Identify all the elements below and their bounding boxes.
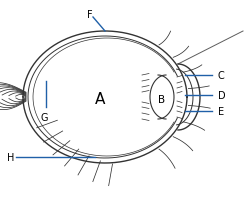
Text: D: D xyxy=(218,90,226,101)
Text: H: H xyxy=(7,152,15,162)
Text: C: C xyxy=(218,71,225,81)
Text: F: F xyxy=(87,10,93,20)
Text: B: B xyxy=(158,95,166,104)
Text: E: E xyxy=(218,106,224,116)
Text: A: A xyxy=(95,92,105,107)
Text: G: G xyxy=(40,113,48,122)
